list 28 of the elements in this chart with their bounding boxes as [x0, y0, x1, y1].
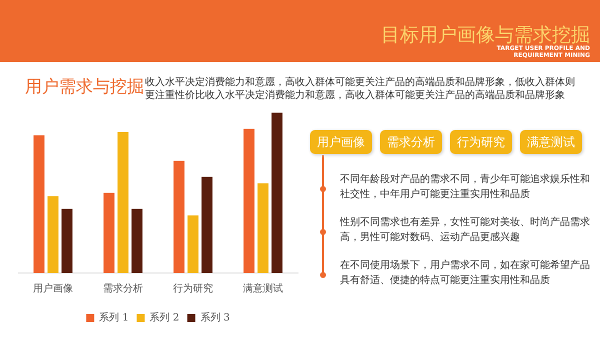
- bar: [202, 176, 212, 273]
- text: 不同年龄段对产品的需求不同，青少年可能追求娱乐性和社交性，中年用户可能更注重实用性和品质: [340, 172, 591, 202]
- text: 用户需求与挖掘: [25, 76, 144, 98]
- text: 在不同使用场景下，用户需求不同，如在家可能希望产品具有舒适、便捷的特点可能更注重实用性和品质: [340, 258, 591, 288]
- text: 收入水平决定消费能力和意愿，高收入群体可能更关注产品的高端品质和品牌形象，低收入群体则更注重性价比收入水平决定消费能力和意愿，高收入群体可能更关注产品的高端品质和品牌形象: [145, 76, 575, 102]
- text: 满意测试: [520, 130, 582, 154]
- bar: [244, 128, 254, 273]
- x-tick-label: 行为研究: [173, 282, 213, 295]
- bar: [104, 192, 114, 273]
- bar: [132, 208, 142, 273]
- legend-label: 系列 1: [99, 312, 129, 324]
- legend-label: 系列 2: [150, 312, 180, 324]
- bar: [118, 132, 128, 273]
- text: 用户画像: [310, 130, 372, 154]
- bar: [34, 135, 44, 273]
- x-tick-label: 需求分析: [103, 282, 143, 295]
- text: 性别不同需求也有差异，女性可能对美妆、时尚产品需求高，男性可能对数码、运动产品更感兴趣: [340, 216, 591, 245]
- bar: [258, 183, 268, 273]
- bar: [188, 215, 198, 273]
- text: 行为研究: [450, 130, 512, 154]
- text: 需求分析: [380, 130, 442, 154]
- bar: [174, 160, 184, 273]
- legend-label: 系列 3: [200, 312, 230, 324]
- x-tick-label: 满意测试: [243, 282, 283, 295]
- x-tick-label: 用户画像: [33, 282, 73, 295]
- bar: [272, 112, 282, 273]
- bar: [48, 196, 58, 273]
- bar: [62, 208, 72, 273]
